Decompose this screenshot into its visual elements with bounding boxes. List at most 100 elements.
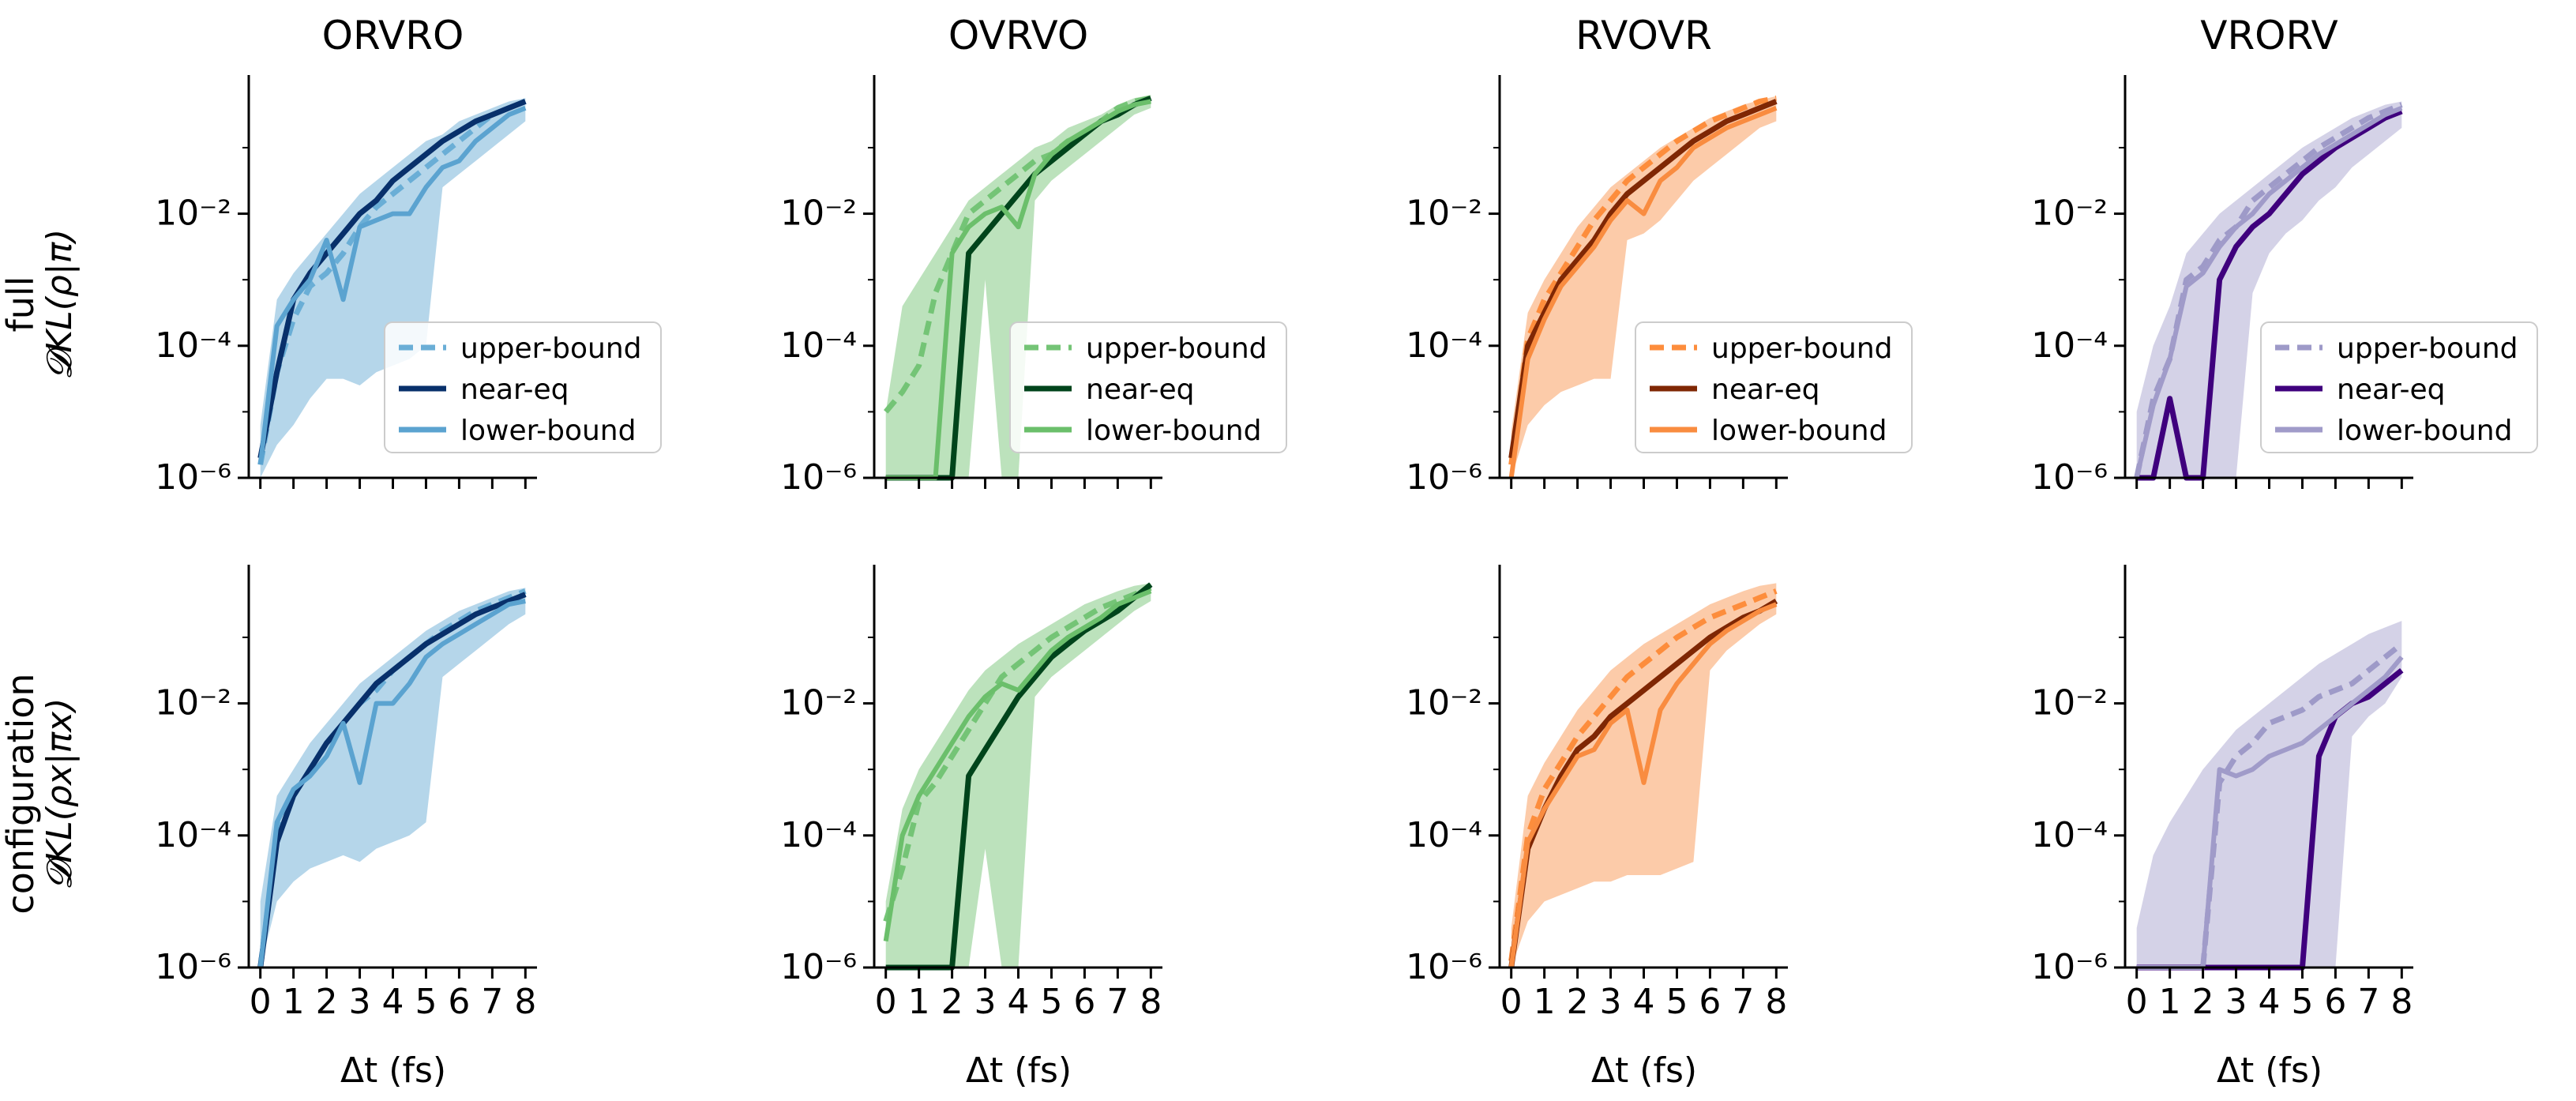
x-tick-label: 5 [1665, 982, 1688, 1022]
legend-box [1635, 321, 1913, 453]
series-line-upper-bound [883, 585, 1152, 923]
x-tick-label: 3 [349, 982, 371, 1022]
x-axis-labels: Δt (fs) Δt (fs) Δt (fs) Δt (fs) [340, 1050, 2323, 1091]
x-tick-label: 6 [1699, 982, 1721, 1022]
x-axis-label: Δt (fs) [340, 1050, 446, 1091]
panels: ORVRO 10⁻⁶ 10⁻⁴ 10⁻² upper-bound near-eq lower… [155, 13, 2538, 1022]
y-tick-label: 10⁻⁴ [155, 325, 231, 366]
series-line-near-eq [2136, 108, 2403, 481]
x-tick-label: 0 [2126, 982, 2148, 1022]
x-tick-label: 0 [875, 982, 897, 1022]
row-label-full: full [0, 276, 42, 333]
panel-ovrvo-full: OVRVO 10⁻⁶ 10⁻⁴ 10⁻² upper-bound near-eq lower… [780, 13, 1287, 498]
series-line-upper-bound [1508, 588, 1778, 962]
legend-label: near-eq [1711, 374, 1820, 406]
panel-vrorv-configuration: 10⁻⁶ 10⁻⁴ 10⁻² 0 1 2 3 4 5 6 7 8 [2031, 565, 2413, 1022]
legend-box [1009, 321, 1287, 453]
x-tick-label: 1 [1534, 982, 1556, 1022]
legend-label: near-eq [2337, 374, 2446, 406]
x-tick-label: 4 [2259, 982, 2281, 1022]
x-tick-label: 8 [514, 982, 536, 1022]
x-tick-label: 0 [250, 982, 272, 1022]
y-tick-label: 10⁻⁴ [1406, 325, 1482, 366]
confidence-band [885, 95, 1151, 478]
row-label-configuration: configuration [0, 673, 42, 914]
x-tick-label: 2 [2192, 982, 2214, 1022]
panel-orvro-full: ORVRO 10⁻⁶ 10⁻⁴ 10⁻² upper-bound near-eq lower… [155, 13, 662, 498]
x-tick-label: 5 [2291, 982, 2313, 1022]
series-line-lower-bound [1508, 106, 1778, 479]
x-tick-label: 7 [481, 982, 503, 1022]
panel-title: VRORV [2200, 13, 2338, 58]
series-line-upper-bound [257, 99, 527, 465]
y-tick-label: 10⁻² [155, 194, 231, 234]
series-line-lower-bound [257, 106, 527, 465]
panel-title: OVRVO [948, 13, 1088, 58]
y-tick-label: 10⁻⁶ [155, 947, 231, 987]
y-tick-label: 10⁻⁶ [2031, 947, 2108, 987]
x-tick-label: 6 [1073, 982, 1095, 1022]
legend-label: upper-bound [460, 333, 642, 365]
y-tick-label: 10⁻⁴ [2031, 325, 2108, 366]
series-line-upper-bound [1508, 95, 1777, 465]
legend-box [2260, 321, 2538, 453]
y-tick-label: 10⁻⁴ [780, 815, 857, 855]
x-tick-label: 5 [415, 982, 437, 1022]
y-tick-label: 10⁻² [2031, 683, 2108, 723]
confidence-band [2136, 621, 2402, 968]
y-tick-label: 10⁻² [1406, 683, 1482, 723]
series-line-lower-bound [257, 599, 526, 968]
y-tick-label: 10⁻⁶ [155, 457, 231, 498]
y-tick-label: 10⁻⁴ [155, 815, 231, 855]
series-line-near-eq [257, 99, 527, 459]
x-tick-label: 3 [1600, 982, 1622, 1022]
x-tick-label: 6 [2324, 982, 2346, 1022]
y-tick-label: 10⁻⁴ [780, 325, 857, 366]
confidence-band [2136, 101, 2402, 478]
x-tick-label: 1 [908, 982, 930, 1022]
legend-label: upper-bound [1711, 333, 1893, 365]
series-line-upper-bound [2136, 641, 2404, 971]
x-axis-label: Δt (fs) [966, 1050, 1072, 1091]
panel-orvro-configuration: 10⁻⁶ 10⁻⁴ 10⁻² 0 1 2 3 4 5 6 7 8 [155, 565, 537, 1022]
panel-title: RVOVR [1575, 13, 1712, 58]
y-tick-label: 10⁻⁶ [2031, 457, 2108, 498]
confidence-band [260, 98, 526, 478]
x-tick-label: 2 [316, 982, 338, 1022]
y-tick-label: 10⁻⁶ [1406, 457, 1482, 498]
x-tick-label: 6 [448, 982, 470, 1022]
legend-label: lower-bound [1086, 415, 1261, 447]
x-tick-label: 2 [1567, 982, 1589, 1022]
legend-label: near-eq [1086, 374, 1195, 406]
series-line-lower-bound [1508, 602, 1778, 968]
x-tick-label: 4 [1633, 982, 1655, 1022]
legend-label: upper-bound [2337, 333, 2518, 365]
series-line-near-eq [1508, 99, 1778, 459]
y-tick-label: 10⁻⁶ [1406, 947, 1482, 987]
panel-title: ORVRO [322, 13, 464, 58]
legend-label: lower-bound [2337, 415, 2512, 447]
legend: upper-bound near-eq lower-bound [1009, 321, 1287, 453]
x-tick-label: 7 [1106, 982, 1128, 1022]
x-axis-label: Δt (fs) [2217, 1050, 2323, 1091]
panel-rvovr-full: RVOVR 10⁻⁶ 10⁻⁴ 10⁻² upper-bound near-eq lower… [1406, 13, 1913, 498]
y-tick-label: 10⁻⁴ [2031, 815, 2108, 855]
x-tick-label: 3 [974, 982, 997, 1022]
x-tick-label: 8 [2390, 982, 2413, 1022]
x-tick-label: 7 [2357, 982, 2379, 1022]
row-label-configuration-math: 𝓓KL(ρx|πx) [39, 698, 80, 890]
series-line-lower-bound [2134, 106, 2403, 479]
y-tick-label: 10⁻² [780, 194, 857, 234]
legend: upper-bound near-eq lower-bound [384, 321, 662, 453]
x-tick-label: 1 [283, 982, 305, 1022]
row-labels: full 𝓓KL(ρ|π) configuration 𝓓KL(ρx|πx) [0, 229, 80, 915]
x-tick-label: 7 [1732, 982, 1754, 1022]
x-tick-label: 4 [1008, 982, 1030, 1022]
y-tick-label: 10⁻⁶ [780, 947, 857, 987]
panel-rvovr-configuration: 10⁻⁶ 10⁻⁴ 10⁻² 0 1 2 3 4 5 6 7 8 [1406, 565, 1788, 1022]
x-tick-label: 0 [1500, 982, 1523, 1022]
y-tick-label: 10⁻² [780, 683, 857, 723]
legend-box [384, 321, 662, 453]
legend-label: upper-bound [1086, 333, 1267, 365]
